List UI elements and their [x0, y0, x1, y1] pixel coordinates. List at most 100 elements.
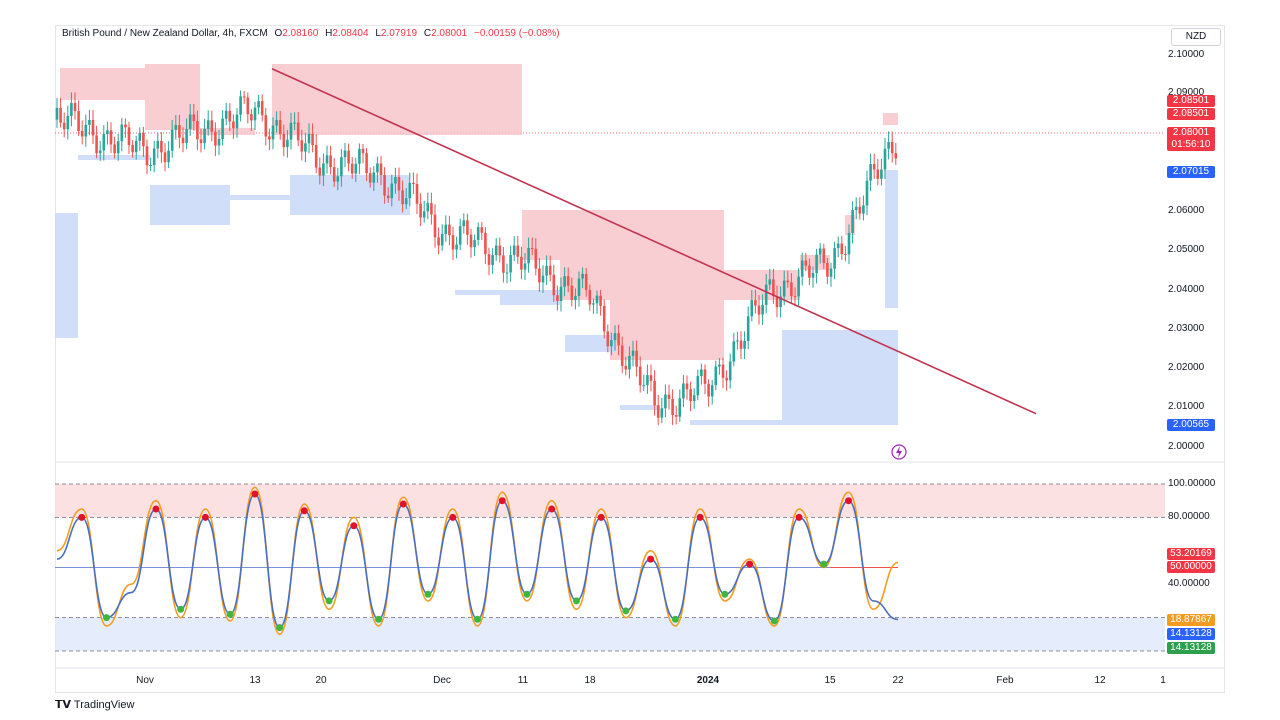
time-tick-11: 11 [517, 675, 529, 686]
candle-body [361, 148, 365, 154]
candle-body [73, 102, 77, 112]
price-tick-2.01: 2.01000 [1168, 401, 1205, 412]
candle-body [134, 140, 138, 153]
candle-body [95, 135, 98, 154]
candle-body [876, 169, 880, 179]
bearish-cross-marker [647, 555, 655, 563]
candle-body [448, 224, 451, 236]
candle-body [538, 268, 541, 283]
candle-body [484, 232, 487, 255]
candle-body [120, 124, 124, 142]
candle-body [145, 146, 149, 166]
support-zone-17 [500, 290, 560, 305]
price-tick-2.10: 2.10000 [1168, 49, 1205, 60]
candle-body [646, 375, 649, 386]
support-zone-16 [455, 290, 500, 295]
candle-body [678, 398, 682, 417]
candle-body [653, 380, 656, 406]
candle-body [239, 96, 242, 115]
candle-body [206, 120, 210, 129]
candle-body [440, 233, 444, 246]
candle-body [692, 395, 696, 402]
candle-body [278, 120, 282, 134]
price-tick-2.02: 2.02000 [1168, 362, 1205, 373]
candle-body [343, 150, 347, 158]
time-tick-20: 20 [315, 675, 327, 686]
candle-body [422, 211, 426, 218]
candle-body [156, 140, 160, 149]
resistance-zone-0 [60, 68, 145, 100]
candle-body [883, 148, 887, 170]
candle-body [260, 101, 264, 116]
candle-body [689, 389, 692, 402]
candle-body [437, 237, 440, 246]
candle-body [520, 256, 523, 270]
support-zone-18 [565, 335, 615, 352]
time-tick-feb: Feb [996, 675, 1014, 686]
resistance-zone-6 [610, 210, 724, 360]
candle-body [268, 136, 271, 140]
candle-body [880, 169, 883, 179]
candle-body [588, 289, 592, 305]
candle-body [332, 166, 336, 182]
candle-body [775, 296, 779, 308]
candle-body [631, 350, 635, 356]
candle-body [102, 134, 106, 151]
candle-body [322, 163, 325, 176]
support-zone-13 [150, 185, 230, 225]
candle-body [430, 203, 433, 215]
resistance-badge-1: 2.08501 [1167, 95, 1215, 107]
candle-body [721, 364, 725, 378]
candle-body [142, 132, 145, 147]
candle-body [286, 139, 289, 148]
candle-body [210, 120, 214, 132]
candle-body [696, 376, 700, 396]
candle-body [203, 128, 206, 144]
alert-lightning-icon [891, 444, 907, 460]
candle-body [451, 235, 455, 250]
candle-body [116, 141, 120, 154]
candle-body [325, 155, 329, 164]
trendline [271, 67, 1037, 415]
bearish-cross-marker [449, 513, 457, 521]
candle-body [131, 145, 134, 153]
bullish-cross-marker [572, 597, 580, 605]
candle-body [167, 150, 170, 163]
candle-body [527, 247, 530, 264]
candle-body [408, 182, 412, 199]
candle-body [498, 245, 502, 256]
support-zone-22 [885, 170, 898, 308]
candle-body [833, 248, 836, 269]
time-tick-dec: Dec [433, 675, 451, 686]
candle-body [624, 365, 628, 370]
candle-body [113, 144, 116, 154]
candle-body [480, 227, 484, 233]
d3-value-badge: 14.13128 [1167, 642, 1215, 654]
candle-body [397, 176, 401, 191]
candle-body [383, 175, 386, 196]
candle-body [577, 278, 581, 297]
bearish-cross-marker [845, 497, 853, 505]
candle-body [271, 125, 275, 140]
candle-body [656, 405, 660, 418]
candle-body [214, 131, 217, 146]
candle-body [181, 137, 185, 144]
candle-body [296, 122, 300, 141]
candle-body [311, 133, 314, 145]
candle-body [372, 172, 376, 183]
candle-body [358, 148, 361, 164]
osc-tick-80: 80.00000 [1168, 511, 1210, 522]
candle-body [178, 125, 181, 138]
candle-body [800, 260, 804, 277]
candle-body [250, 114, 253, 121]
candle-body [188, 114, 192, 129]
currency-button[interactable]: NZD [1171, 28, 1221, 46]
candle-body [581, 273, 584, 279]
close-value: 2.08001 [431, 28, 468, 39]
candle-body [109, 130, 113, 145]
bearish-cross-marker [201, 513, 209, 521]
midline-badge: 50.00000 [1167, 561, 1215, 573]
candle-body [458, 226, 462, 245]
brand-footer[interactable]: 𝗧𝗩 TradingView [55, 698, 134, 711]
